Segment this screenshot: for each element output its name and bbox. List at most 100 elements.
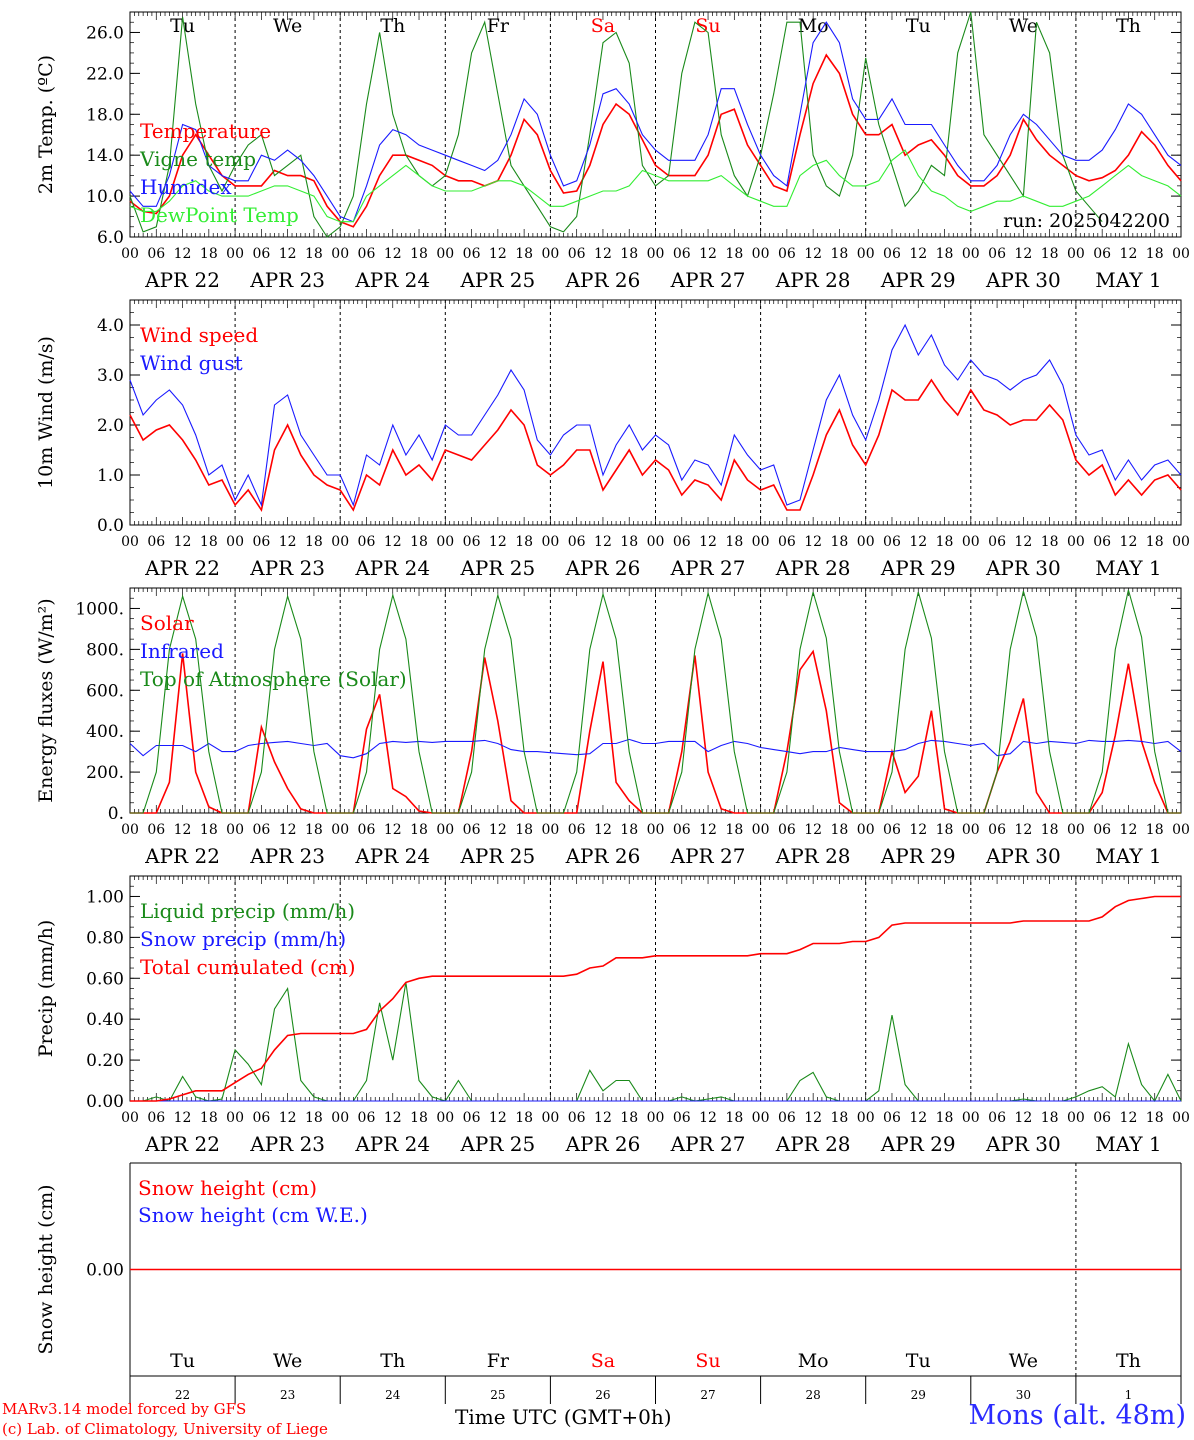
- date-label: APR 30: [985, 844, 1061, 868]
- day-number-label: 1: [1125, 1388, 1133, 1402]
- hour-label: 12: [909, 246, 927, 262]
- hour-label: 00: [541, 246, 559, 262]
- hour-label: 06: [463, 246, 481, 262]
- day-abbr-label: Tu: [906, 15, 931, 37]
- date-label: MAY 1: [1095, 556, 1161, 580]
- hour-label: 00: [1067, 1110, 1085, 1126]
- y-axis-label: Energy fluxes (W/m²): [35, 598, 57, 802]
- legend-entry: Total cumulated (cm): [140, 955, 356, 979]
- legend-entry: Snow height (cm): [138, 1176, 317, 1200]
- hour-label: 00: [436, 822, 454, 838]
- day-number-label: 27: [700, 1388, 715, 1402]
- day-abbr-label: Tu: [170, 1350, 195, 1372]
- hour-label: 00: [226, 534, 244, 550]
- hour-label: 18: [305, 822, 323, 838]
- hour-label: 18: [410, 1110, 428, 1126]
- hour-label: 18: [725, 822, 743, 838]
- day-abbr-label: Tu: [170, 15, 195, 37]
- run-note: run: 2025042200: [1003, 210, 1170, 232]
- day-number-label: 25: [490, 1388, 505, 1402]
- hour-label: 00: [1067, 822, 1085, 838]
- day-abbr-label: Su: [695, 15, 720, 37]
- hour-label: 00: [121, 246, 139, 262]
- hour-label: 06: [147, 822, 165, 838]
- hour-label: 12: [174, 1110, 192, 1126]
- station-name: Mons (alt. 48m): [968, 1400, 1186, 1431]
- hour-label: 12: [384, 822, 402, 838]
- hour-label: 06: [1093, 822, 1111, 838]
- legend-entry: Snow height (cm W.E.): [138, 1203, 368, 1227]
- y-tick-label: 4.0: [97, 316, 124, 336]
- date-label: APR 22: [144, 556, 220, 580]
- hour-label: 06: [1093, 1110, 1111, 1126]
- date-label: APR 24: [354, 268, 430, 292]
- date-label: APR 30: [985, 268, 1061, 292]
- hour-label: 06: [778, 1110, 796, 1126]
- hour-label: 12: [384, 1110, 402, 1126]
- hour-label: 00: [1172, 1110, 1190, 1126]
- hour-label: 12: [594, 246, 612, 262]
- hour-label: 18: [410, 534, 428, 550]
- y-tick-label: 400.: [86, 722, 124, 742]
- date-label: MAY 1: [1095, 268, 1161, 292]
- hour-label: 12: [489, 822, 507, 838]
- day-abbr-label: Th: [380, 15, 405, 37]
- hour-label: 12: [1014, 822, 1032, 838]
- hour-label: 06: [252, 822, 270, 838]
- hour-label: 06: [147, 246, 165, 262]
- hour-label: 06: [252, 1110, 270, 1126]
- y-tick-label: 0.00: [86, 1092, 124, 1112]
- day-number-label: 24: [385, 1388, 401, 1402]
- date-label: APR 29: [880, 556, 956, 580]
- hour-label: 06: [673, 822, 691, 838]
- hour-label: 12: [804, 246, 822, 262]
- hour-label: 00: [647, 534, 665, 550]
- hour-label: 18: [515, 822, 533, 838]
- hour-label: 18: [1146, 822, 1164, 838]
- y-tick-label: 18.0: [86, 105, 124, 125]
- model-credit: MARv3.14 model forced by GFS: [2, 1400, 247, 1418]
- hour-label: 18: [1041, 822, 1059, 838]
- hour-label: 00: [121, 822, 139, 838]
- hour-label: 00: [647, 1110, 665, 1126]
- hour-label: 18: [200, 1110, 218, 1126]
- day-abbr-label: Th: [1116, 1350, 1141, 1372]
- hour-label: 00: [541, 534, 559, 550]
- hour-label: 00: [331, 1110, 349, 1126]
- hour-label: 00: [647, 822, 665, 838]
- hour-label: 06: [358, 246, 376, 262]
- series-line: [129, 323, 1182, 508]
- legend-entry: Temperature: [140, 119, 271, 143]
- hour-label: 18: [1146, 534, 1164, 550]
- date-label: APR 27: [670, 844, 746, 868]
- hour-label: 12: [1014, 534, 1032, 550]
- day-number-label: 28: [806, 1388, 821, 1402]
- y-axis-label: 2m Temp. (ºC): [35, 55, 57, 194]
- hour-label: 18: [831, 822, 849, 838]
- date-label: APR 23: [249, 1132, 325, 1156]
- legend-entry: DewPoint Temp: [140, 203, 299, 227]
- y-tick-label: 6.0: [97, 228, 124, 248]
- hour-label: 00: [857, 246, 875, 262]
- hour-label: 00: [752, 822, 770, 838]
- y-tick-label: 0.00: [86, 1261, 124, 1281]
- legend-entry: Infrared: [140, 639, 224, 663]
- hour-label: 12: [1014, 1110, 1032, 1126]
- hour-label: 00: [1172, 822, 1190, 838]
- y-tick-label: 26.0: [86, 23, 124, 43]
- hour-label: 00: [226, 246, 244, 262]
- hour-label: 06: [358, 1110, 376, 1126]
- date-label: APR 27: [670, 1132, 746, 1156]
- day-abbr-label: Sa: [591, 1350, 615, 1372]
- hour-label: 12: [384, 246, 402, 262]
- hour-label: 12: [279, 1110, 297, 1126]
- hour-label: 06: [883, 246, 901, 262]
- hour-label: 18: [200, 246, 218, 262]
- day-abbr-label: Mo: [798, 1350, 829, 1372]
- hour-label: 00: [752, 1110, 770, 1126]
- hour-label: 06: [778, 534, 796, 550]
- day-abbr-label: Th: [1116, 15, 1141, 37]
- hour-label: 12: [279, 246, 297, 262]
- hour-label: 00: [1172, 246, 1190, 262]
- hour-label: 12: [279, 534, 297, 550]
